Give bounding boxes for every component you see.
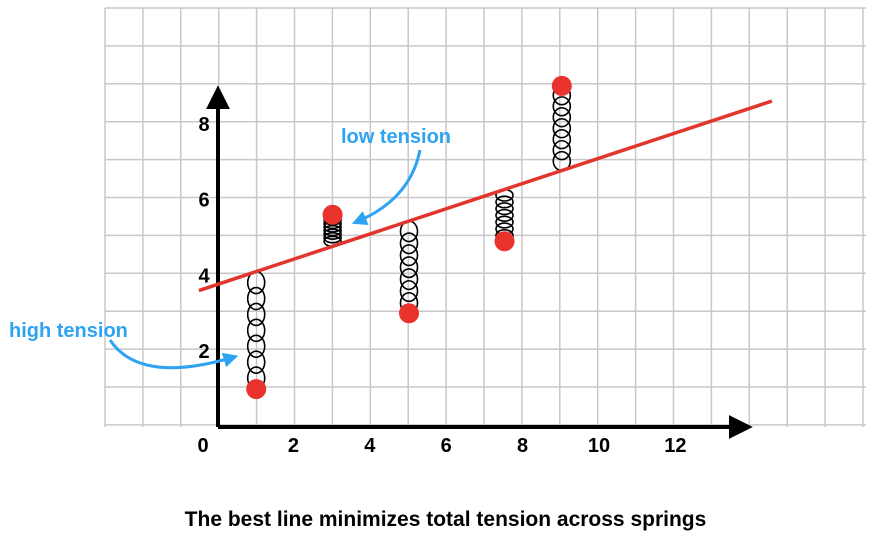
x-tick-label: 8 [517,435,528,457]
spring-coil [323,228,342,240]
data-point [551,75,572,96]
spring-coil [323,231,342,244]
spring [246,270,266,390]
spring-coil [552,139,572,161]
spring [399,220,419,315]
spring-coil [552,128,572,150]
spring [552,85,572,172]
spring-coil [246,350,266,374]
x-tick-labels: 0 2 4 6 8 10 12 [197,435,686,457]
spring-coil [495,208,514,222]
data-point [494,231,515,252]
x-tick-label: 0 [197,435,208,457]
x-tick-label: 6 [441,435,452,457]
spring-coil [246,318,266,343]
low-tension-label: low tension [341,126,451,148]
best-fit-line [198,99,773,293]
x-tick-label: 10 [588,435,610,457]
spring-coil [552,96,572,117]
high-tension-arrow [108,339,239,370]
y-tick-label: 8 [198,114,209,136]
data-point [322,204,343,225]
x-tick-label: 2 [288,435,299,457]
spring-coil [246,286,266,311]
x-tick-label: 4 [364,435,376,457]
data-points [246,75,572,400]
spring-coil [246,302,266,327]
spring-coil [399,244,419,267]
spring-coil [399,232,419,255]
high-tension-label: high tension [9,320,128,342]
spring-coil [552,118,572,139]
data-point [399,303,419,324]
spring-coil [399,256,419,279]
y-tick-labels: 2 4 6 8 [198,114,210,363]
y-tick-label: 4 [198,265,210,287]
y-tick-label: 2 [198,341,209,363]
x-tick-label: 12 [664,435,686,457]
spring-coil [495,195,514,209]
spring-coil [246,334,266,359]
caption: The best line minimizes total tension ac… [184,508,707,531]
data-point [246,379,267,400]
spring-coil [552,107,572,128]
spring-coil [399,280,419,303]
spring-coil [495,202,514,216]
spring-coil [495,215,514,229]
y-tick-label: 6 [198,190,209,212]
spring-coil [399,268,419,291]
low-tension-arrow [351,149,422,225]
grid [104,7,866,427]
